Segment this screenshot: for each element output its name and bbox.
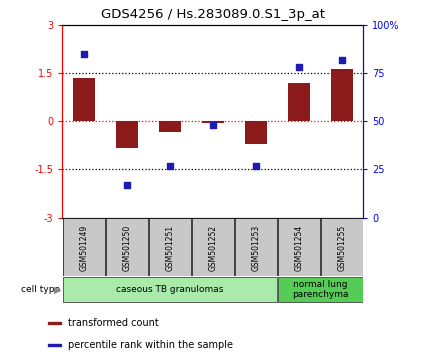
Text: cell type: cell type xyxy=(21,285,60,294)
Bar xyxy=(202,121,224,123)
Text: GSM501250: GSM501250 xyxy=(123,225,131,271)
Text: GSM501251: GSM501251 xyxy=(166,225,174,271)
Bar xyxy=(278,218,320,275)
Bar xyxy=(192,218,234,275)
Point xyxy=(80,51,87,57)
Title: GDS4256 / Hs.283089.0.S1_3p_at: GDS4256 / Hs.283089.0.S1_3p_at xyxy=(101,8,325,21)
Bar xyxy=(63,277,277,302)
Bar xyxy=(63,218,105,275)
Bar xyxy=(288,82,310,121)
Bar xyxy=(159,121,181,132)
Bar xyxy=(48,344,61,346)
Bar xyxy=(235,218,277,275)
Point xyxy=(252,163,259,169)
Text: percentile rank within the sample: percentile rank within the sample xyxy=(68,340,233,350)
Bar xyxy=(106,218,148,275)
Text: transformed count: transformed count xyxy=(68,318,158,328)
Bar xyxy=(149,218,191,275)
Bar xyxy=(245,121,267,144)
Text: GSM501249: GSM501249 xyxy=(80,225,88,271)
Bar xyxy=(321,218,363,275)
Text: GSM501255: GSM501255 xyxy=(338,225,346,271)
Point xyxy=(123,182,130,188)
Bar xyxy=(116,121,138,148)
Text: GSM501253: GSM501253 xyxy=(252,225,260,271)
Text: normal lung
parenchyma: normal lung parenchyma xyxy=(292,280,349,299)
Text: GSM501254: GSM501254 xyxy=(295,225,303,271)
Bar xyxy=(73,78,95,121)
Bar xyxy=(48,322,61,324)
Point xyxy=(338,57,345,62)
Text: GSM501252: GSM501252 xyxy=(209,225,217,271)
Point xyxy=(166,163,173,169)
Point xyxy=(295,64,302,70)
Text: ▶: ▶ xyxy=(54,284,61,295)
Bar xyxy=(278,277,363,302)
Point xyxy=(209,122,216,128)
Text: caseous TB granulomas: caseous TB granulomas xyxy=(116,285,224,294)
Bar xyxy=(331,69,353,121)
